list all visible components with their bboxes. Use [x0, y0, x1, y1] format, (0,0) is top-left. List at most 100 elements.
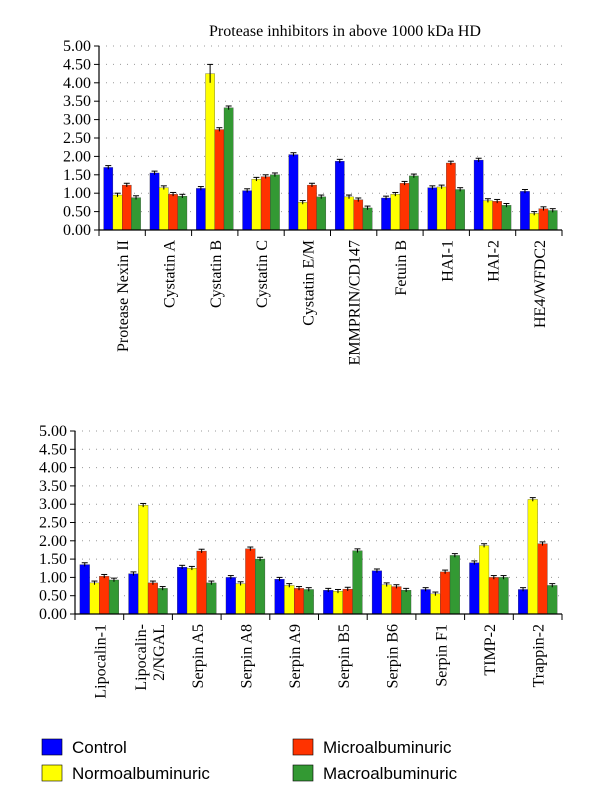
- y-tick-label: 3.00: [39, 496, 67, 513]
- bar: [157, 588, 168, 615]
- x-tick-label: Serpin A5: [190, 624, 207, 688]
- bar: [138, 505, 149, 615]
- x-tick-label: Serpin A9: [287, 624, 304, 688]
- bar: [206, 582, 217, 615]
- bar: [274, 579, 285, 615]
- x-tick-label: HE4/WFDC2: [532, 240, 549, 328]
- y-tick-label: 5.00: [63, 38, 91, 55]
- bar: [479, 545, 490, 615]
- bar: [255, 558, 266, 615]
- bar: [469, 562, 480, 615]
- legend-swatch: [41, 764, 63, 782]
- bar: [99, 576, 110, 615]
- x-tick-label: HAI-1: [439, 240, 456, 282]
- bar: [79, 564, 90, 615]
- bar: [391, 586, 402, 615]
- bar: [520, 191, 530, 231]
- y-tick-label: 5.00: [39, 423, 67, 440]
- y-tick-label: 0.50: [39, 588, 67, 605]
- bar: [159, 187, 169, 231]
- legend: Control Microalbuminuric Normoalbuminuric M…: [41, 738, 458, 783]
- y-tick-label: 1.50: [39, 551, 67, 568]
- bar: [362, 207, 373, 231]
- bar: [381, 197, 391, 231]
- bar: [89, 582, 100, 615]
- bar: [177, 567, 188, 615]
- bar: [440, 571, 451, 615]
- bar: [518, 589, 529, 615]
- x-tick-label: Cystatin C: [254, 240, 271, 308]
- bar: [483, 200, 493, 231]
- bar: [455, 189, 465, 231]
- bar: [223, 107, 234, 231]
- x-tick-label: 2/NGAL: [151, 624, 168, 681]
- bar: [205, 73, 215, 231]
- y-tick-label: 2.50: [39, 515, 67, 532]
- y-tick-label: 4.50: [63, 56, 91, 73]
- bar: [332, 591, 343, 615]
- bar: [492, 201, 502, 231]
- bar: [245, 548, 256, 615]
- bar: [473, 159, 484, 231]
- bar: [446, 162, 456, 231]
- x-tick-label: Protease Nexin II: [115, 240, 132, 352]
- bar: [537, 543, 548, 615]
- bar: [196, 550, 207, 615]
- x-tick-label: Cystatin E/M: [300, 240, 317, 326]
- bar: [307, 184, 317, 231]
- bar: [242, 190, 252, 231]
- bar: [538, 208, 549, 231]
- bar: [353, 199, 364, 231]
- bar: [177, 195, 188, 231]
- bar: [390, 194, 401, 231]
- x-tick-label: Cystatin A: [161, 240, 178, 308]
- bar: [449, 555, 460, 615]
- bar: [293, 588, 305, 615]
- bar: [401, 590, 412, 615]
- bar: [529, 213, 540, 231]
- x-tick-label: Lipocalin-1: [92, 624, 109, 699]
- chart-1-title: Protease inhibitors in above 1000 kDa HD: [209, 23, 481, 40]
- bar: [436, 186, 447, 231]
- bar: [547, 585, 558, 615]
- legend-swatch: [41, 738, 63, 756]
- x-tick-label: Serpin F1: [433, 624, 450, 687]
- x-tick-label: Trappin-2: [531, 624, 548, 687]
- bar: [488, 577, 499, 615]
- y-tick-label: 0.00: [39, 606, 67, 623]
- x-tick-label: Serpin A8: [238, 624, 255, 688]
- y-tick-label: 1.00: [39, 569, 67, 586]
- bar: [409, 175, 419, 231]
- bar: [196, 188, 206, 231]
- y-tick-label: 2.50: [63, 130, 91, 147]
- bar: [103, 167, 114, 231]
- bar: [430, 593, 441, 615]
- y-tick-label: 0.00: [63, 222, 91, 239]
- legend-label: Macroalbuminuric: [323, 764, 458, 783]
- y-tick-label: 2.00: [63, 148, 91, 165]
- bar: [214, 129, 225, 231]
- bar: [260, 176, 271, 231]
- x-tick-label: Cystatin B: [208, 240, 225, 308]
- bar: [168, 194, 178, 231]
- bar: [186, 568, 197, 615]
- bar: [420, 589, 431, 615]
- y-tick-label: 0.50: [63, 204, 91, 221]
- legend-swatch: [292, 764, 314, 782]
- x-tick-label: HAI-2: [486, 240, 503, 282]
- legend-swatch: [292, 738, 314, 756]
- bar: [501, 205, 512, 231]
- bar: [112, 194, 123, 231]
- bar: [303, 589, 314, 615]
- bar: [297, 202, 308, 231]
- x-tick-label: EMMPRIN/CD147: [347, 240, 364, 365]
- y-tick-label: 3.50: [39, 478, 67, 495]
- x-tick-label: Lipocalin-: [133, 624, 150, 691]
- bar: [225, 577, 236, 615]
- bar: [371, 570, 382, 615]
- bar: [149, 172, 160, 231]
- legend-label: Control: [72, 738, 127, 757]
- bar: [427, 187, 438, 231]
- bar: [284, 585, 295, 615]
